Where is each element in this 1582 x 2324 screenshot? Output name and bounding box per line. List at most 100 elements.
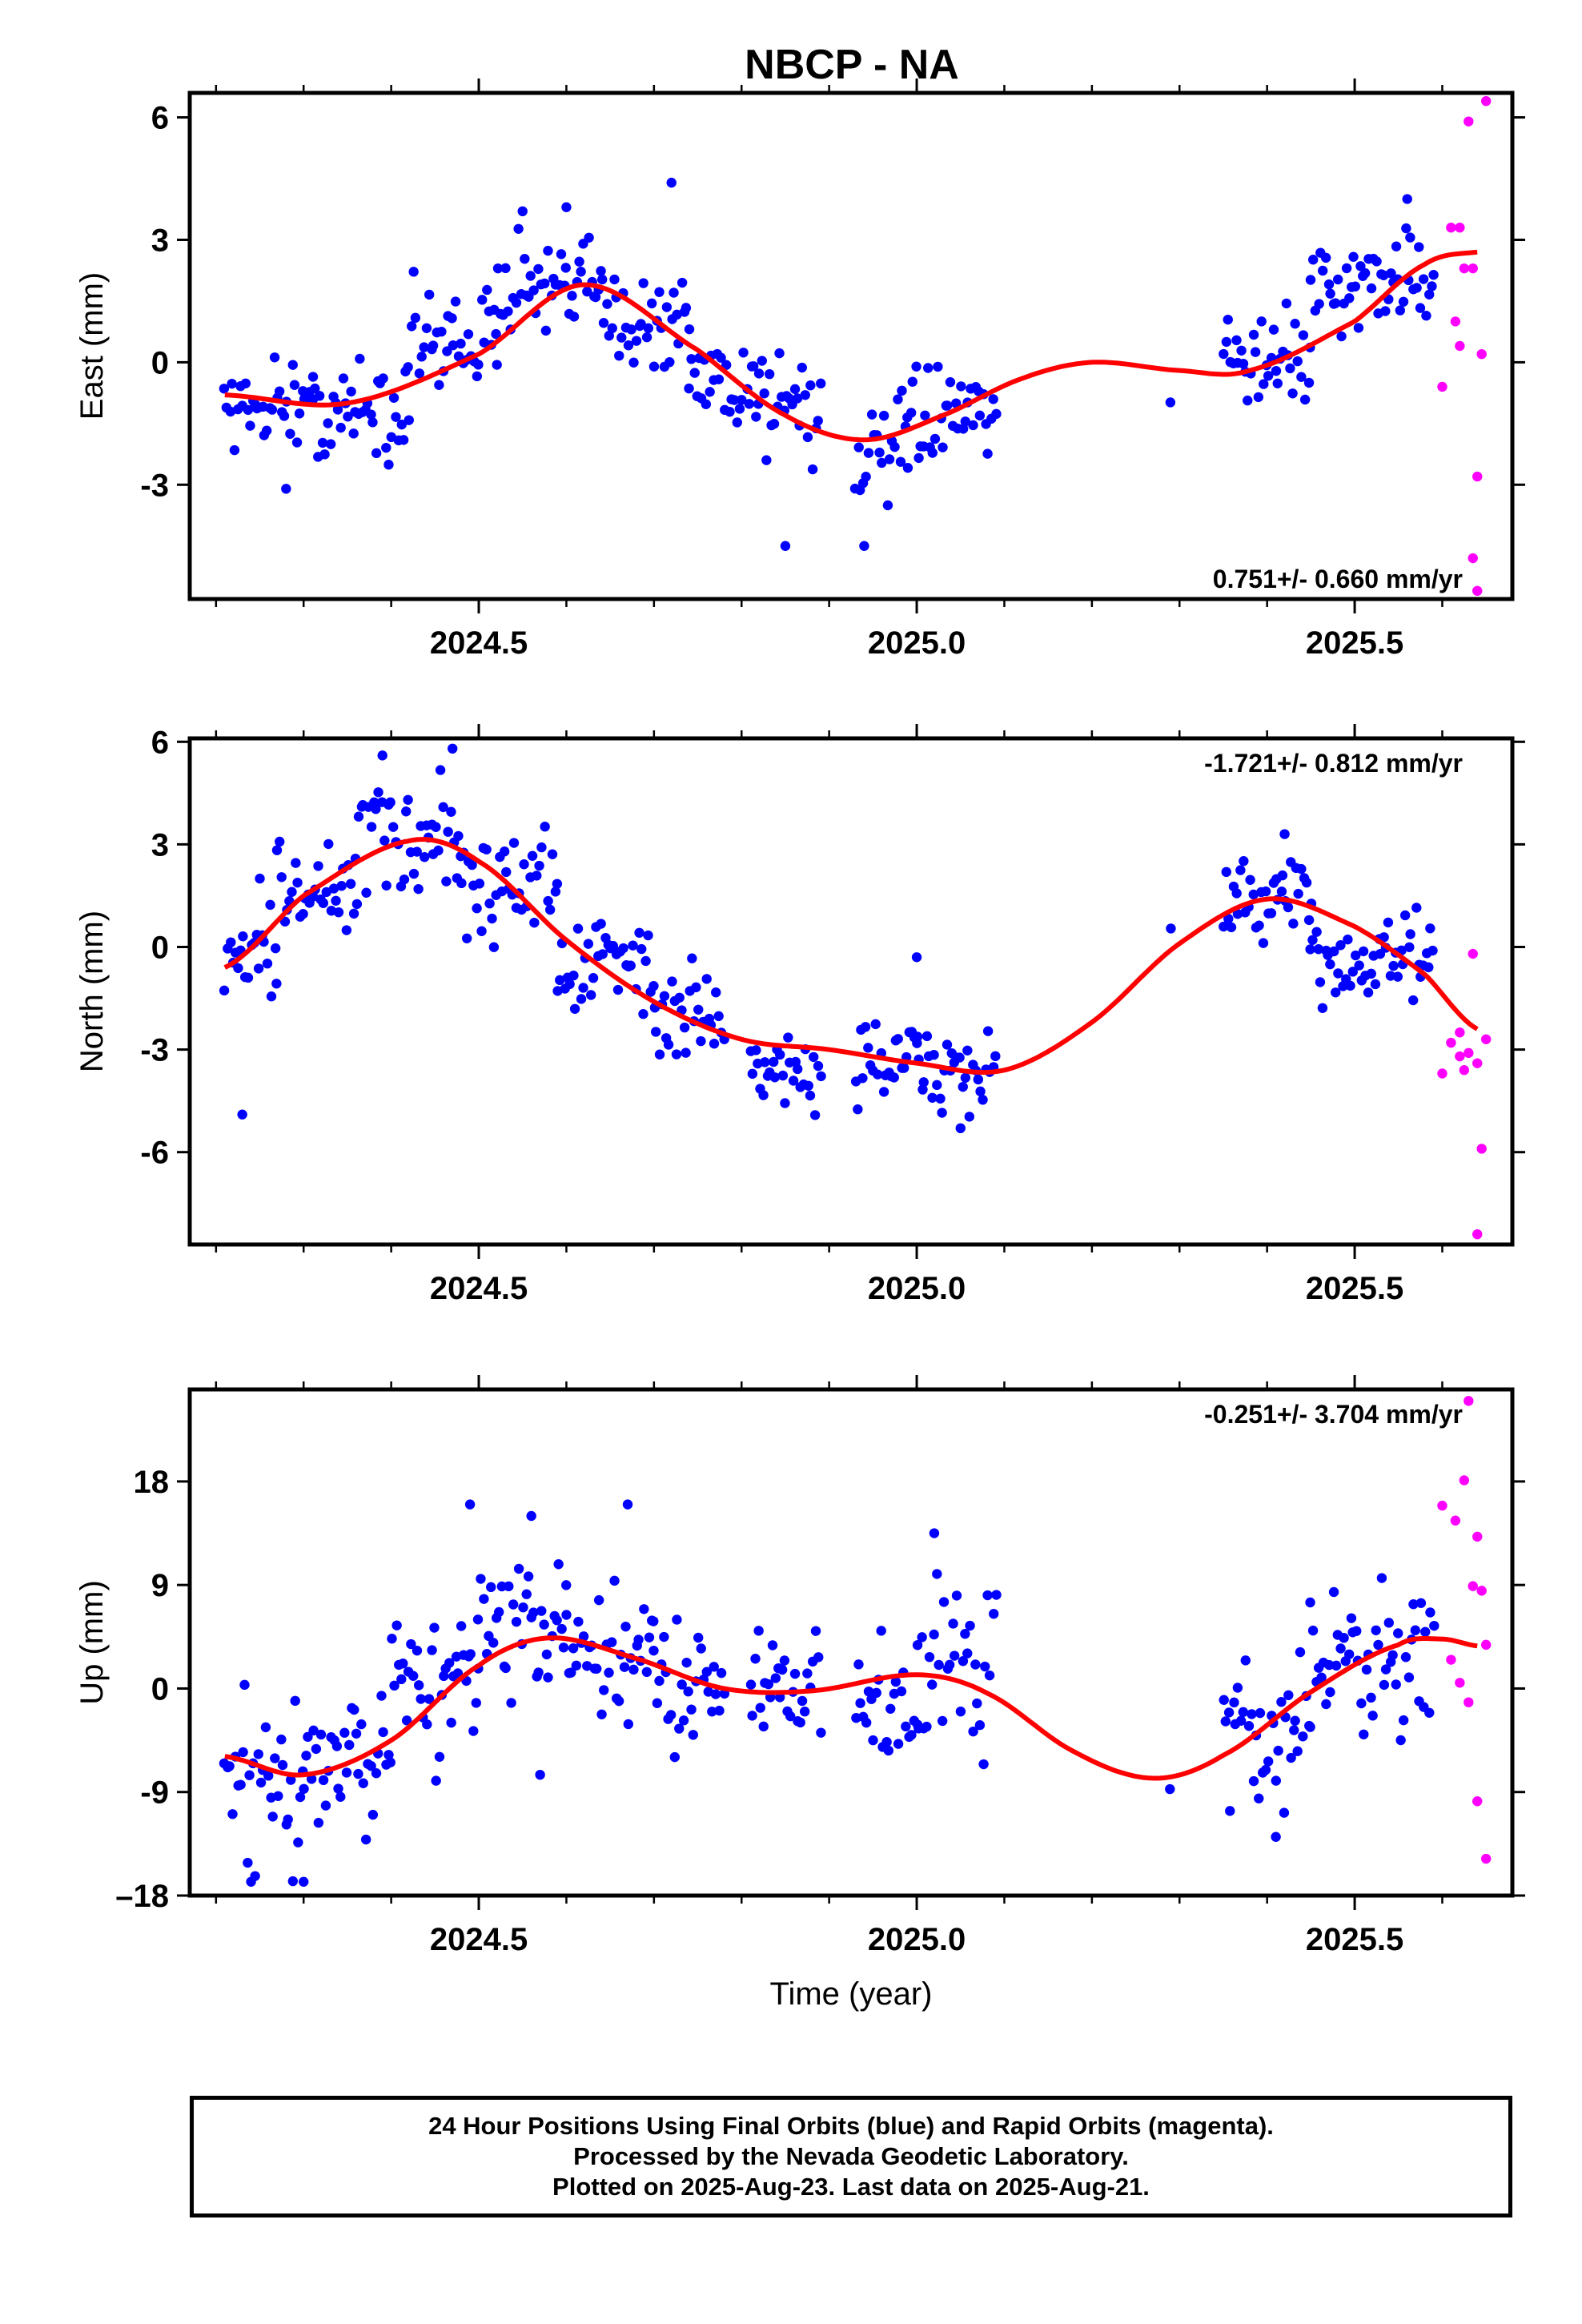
final-orbit-point: [958, 1081, 968, 1092]
final-orbit-point: [763, 1679, 774, 1690]
final-orbit-point: [602, 299, 612, 309]
final-orbit-point: [614, 350, 624, 361]
final-orbit-point: [871, 1687, 881, 1699]
final-orbit-point: [882, 500, 893, 511]
final-orbit-point: [877, 457, 887, 468]
final-orbit-point: [1259, 379, 1269, 389]
final-orbit-point: [446, 806, 456, 817]
final-orbit-point: [492, 360, 502, 370]
final-orbit-point: [674, 1723, 685, 1734]
final-orbit-point: [707, 1707, 717, 1717]
final-orbit-point: [1331, 987, 1341, 998]
final-orbit-point: [561, 1610, 572, 1620]
plot-frame: [187, 736, 1515, 1247]
final-orbit-point: [408, 267, 419, 277]
y-tick-label: 18: [134, 1465, 170, 1500]
final-orbit-point: [320, 1800, 331, 1811]
final-orbit-point: [450, 296, 461, 307]
final-orbit-point: [567, 291, 577, 301]
final-orbit-point: [750, 1654, 761, 1664]
final-orbit-point: [816, 1071, 826, 1082]
y-tick-label: -3: [140, 1033, 169, 1068]
final-orbit-point: [508, 838, 520, 848]
rapid-orbit-point: [1468, 948, 1478, 959]
final-orbit-point: [1279, 1807, 1290, 1818]
final-orbit-point: [1408, 1599, 1419, 1610]
final-orbit-point: [463, 329, 474, 340]
final-orbit-point: [905, 408, 917, 418]
final-orbit-point: [271, 979, 282, 989]
final-orbit-point: [1239, 856, 1249, 866]
final-orbit-point: [1415, 1598, 1427, 1608]
final-orbit-point: [1388, 960, 1399, 971]
final-orbit-point: [1379, 932, 1389, 943]
final-orbit-point: [734, 404, 745, 414]
final-orbit-point: [619, 1662, 630, 1672]
final-orbit-point: [598, 318, 609, 328]
y-tick-label: 6: [151, 725, 169, 760]
final-orbit-point: [1313, 944, 1324, 955]
final-orbit-point: [267, 1811, 278, 1822]
final-orbit-point: [401, 1715, 412, 1726]
final-orbit-point: [641, 1667, 652, 1678]
final-orbit-point: [878, 1087, 889, 1097]
final-orbit-point: [1243, 1721, 1255, 1731]
final-orbit-point: [800, 390, 810, 400]
final-orbit-point: [1429, 1620, 1439, 1631]
final-orbit-point: [725, 406, 735, 417]
final-orbit-point: [500, 1663, 511, 1674]
final-orbit-point: [1254, 920, 1264, 931]
final-orbit-point: [540, 278, 550, 289]
final-orbit-point: [652, 1698, 663, 1708]
final-orbit-point: [1405, 929, 1415, 939]
final-orbit-point: [938, 442, 948, 452]
final-orbit-point: [323, 418, 333, 428]
final-orbit-point: [566, 1667, 576, 1678]
final-orbit-point: [533, 1667, 544, 1678]
final-orbit-point: [761, 455, 772, 465]
final-orbit-point: [1295, 1647, 1306, 1658]
final-orbit-point: [896, 1686, 907, 1697]
final-orbit-point: [885, 1703, 896, 1714]
final-orbit-point: [1420, 1626, 1431, 1637]
final-orbit-point: [277, 1759, 288, 1771]
final-orbit-point: [435, 765, 446, 775]
final-orbit-point: [1371, 256, 1382, 267]
chart-title: NBCP - NA: [745, 42, 959, 88]
final-orbit-point: [550, 887, 561, 897]
final-orbit-point: [863, 1686, 874, 1697]
final-orbit-point: [473, 360, 484, 370]
final-orbit-point: [982, 448, 993, 459]
final-orbit-point: [974, 410, 986, 421]
final-orbit-point: [641, 332, 652, 343]
model-fit-curve: [224, 1635, 1478, 1781]
final-orbit-point: [1343, 1649, 1355, 1659]
final-orbit-point: [474, 879, 485, 889]
final-orbit-point: [360, 1834, 371, 1845]
final-orbit-point: [1423, 962, 1434, 973]
final-orbit-point: [1253, 392, 1264, 403]
final-orbit-point: [980, 1661, 990, 1672]
final-orbit-point: [780, 1098, 790, 1108]
final-orbit-point: [313, 861, 323, 871]
final-orbit-point: [1303, 915, 1315, 926]
final-orbit-point: [893, 394, 903, 404]
final-orbit-point: [448, 743, 458, 754]
final-orbit-point: [224, 1761, 235, 1771]
final-orbit-point: [244, 1770, 255, 1780]
final-orbit-point: [1414, 242, 1424, 252]
final-orbit-point: [767, 1640, 778, 1651]
final-orbit-point: [355, 353, 365, 364]
final-orbit-point: [681, 303, 692, 313]
final-orbit-point: [527, 850, 538, 861]
final-orbit-point: [889, 1072, 899, 1083]
final-orbit-point: [1411, 903, 1422, 913]
final-orbit-point: [1165, 397, 1176, 408]
final-orbit-point: [1387, 1650, 1398, 1660]
final-orbit-point: [713, 374, 725, 384]
final-orbit-point: [539, 1619, 549, 1630]
final-orbit-point: [494, 1606, 504, 1618]
final-orbit-point: [955, 1706, 966, 1717]
final-orbit-point: [341, 925, 352, 935]
final-orbit-point: [1256, 316, 1267, 327]
